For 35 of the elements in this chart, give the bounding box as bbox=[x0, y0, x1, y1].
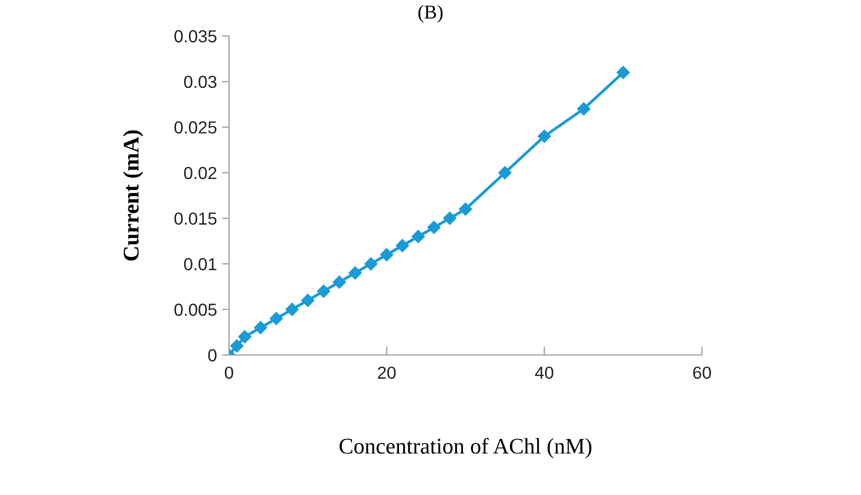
point bbox=[254, 321, 268, 334]
y-tick-label: 0.035 bbox=[174, 30, 216, 42]
y-tick-label: 0.02 bbox=[184, 166, 216, 180]
x-tick-label: 60 bbox=[693, 366, 711, 379]
x-axis-title: Concentration of AChl (nM) bbox=[340, 438, 592, 458]
x-tick-label: 0 bbox=[224, 366, 234, 379]
point bbox=[317, 284, 330, 298]
point bbox=[332, 276, 346, 289]
y-tick-label: 0.005 bbox=[174, 304, 216, 316]
y-tick-label: 0.015 bbox=[174, 212, 216, 225]
point bbox=[412, 230, 425, 244]
y-tick-label: 0.03 bbox=[184, 76, 216, 88]
y-tick-label: 0.01 bbox=[184, 258, 216, 270]
point bbox=[238, 330, 252, 344]
point bbox=[348, 266, 362, 280]
point bbox=[443, 212, 456, 225]
x-tick-label: 20 bbox=[378, 366, 396, 379]
point bbox=[285, 302, 299, 316]
chart-title: (B) bbox=[418, 4, 443, 23]
x-tick-label: 40 bbox=[535, 366, 554, 379]
y-axis-title: Current (mA) bbox=[123, 130, 144, 261]
point bbox=[577, 102, 590, 116]
point bbox=[380, 248, 394, 262]
point bbox=[270, 312, 283, 326]
point bbox=[616, 66, 630, 80]
y-tick-label: 0 bbox=[208, 349, 217, 362]
point bbox=[427, 220, 441, 234]
point bbox=[538, 130, 551, 143]
point bbox=[396, 239, 410, 252]
y-tick-label: 0.025 bbox=[174, 121, 216, 134]
point bbox=[364, 257, 378, 270]
point bbox=[498, 166, 512, 180]
point bbox=[301, 294, 314, 307]
point bbox=[458, 202, 472, 216]
point bbox=[230, 339, 244, 352]
